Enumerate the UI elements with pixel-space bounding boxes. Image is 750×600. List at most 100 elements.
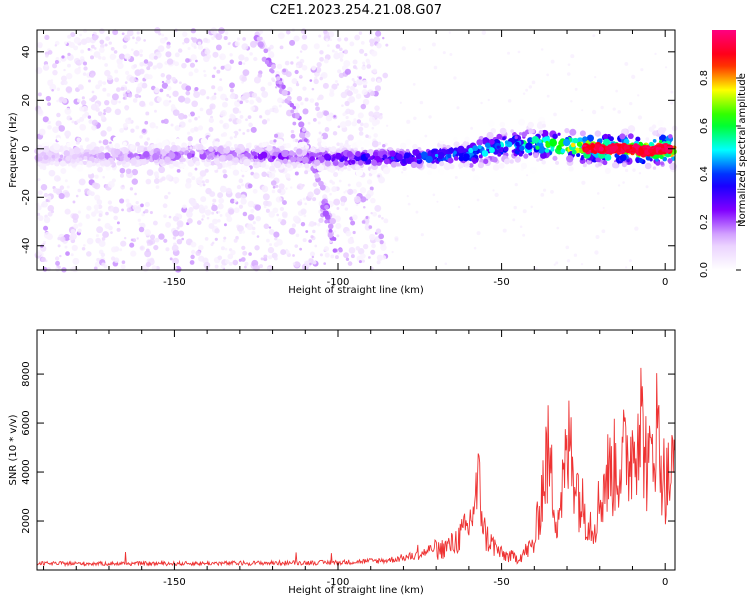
noise-point (136, 31, 140, 35)
ridge-point (497, 152, 502, 157)
noise-point (284, 60, 290, 66)
noise-point (222, 169, 227, 174)
noise-point (153, 244, 159, 251)
noise-point (38, 44, 43, 49)
noise-point (189, 62, 196, 68)
ridge-point (657, 119, 664, 127)
ridge-point (323, 153, 331, 160)
noise-point (239, 115, 244, 119)
ridge-point (288, 150, 295, 156)
noise-point (338, 179, 342, 183)
noise-point (98, 240, 106, 248)
noise-point (144, 229, 151, 236)
ridge-point (59, 160, 66, 167)
noise-point (139, 135, 143, 139)
noise-point (81, 96, 85, 100)
ridge-point (478, 154, 483, 159)
noise-point (344, 139, 350, 145)
noise-point (107, 200, 113, 205)
noise-point (256, 174, 260, 179)
noise-point (352, 59, 358, 65)
noise-point (266, 118, 270, 122)
snr-y-axis-label: SNR (10 * v/v) (8, 414, 19, 485)
ridge-point (514, 135, 518, 140)
noise-point (476, 231, 481, 236)
noise-point (63, 191, 71, 198)
ridge-point (109, 143, 114, 148)
noise-point (42, 242, 45, 246)
ridge-point (540, 152, 547, 159)
noise-point (36, 212, 41, 216)
ridge-point (381, 150, 388, 156)
ridge-point (468, 163, 474, 168)
line-point (299, 132, 306, 139)
noise-point (203, 55, 210, 63)
noise-point (161, 176, 166, 181)
ridge-point (304, 163, 310, 169)
noise-point (581, 180, 586, 185)
noise-point (250, 209, 255, 213)
ridge-point (449, 163, 455, 170)
noise-point (292, 215, 300, 223)
noise-point (203, 261, 211, 269)
noise-point (229, 113, 235, 119)
noise-point (94, 174, 99, 179)
noise-point (243, 265, 247, 269)
noise-point (163, 238, 168, 243)
ridge-point (355, 151, 361, 157)
noise-point (312, 229, 316, 234)
ridge-point (412, 143, 418, 150)
noise-point (336, 83, 340, 86)
noise-point (229, 53, 233, 57)
noise-point (46, 195, 52, 200)
ridge-point (535, 145, 540, 150)
noise-point (232, 107, 240, 114)
ridge-point (282, 158, 288, 164)
noise-point (323, 262, 327, 265)
noise-point (535, 266, 538, 270)
ridge-point (572, 137, 579, 144)
noise-point (269, 165, 276, 172)
noise-point (76, 98, 81, 103)
ridge-point (668, 134, 673, 139)
noise-point (178, 95, 186, 103)
noise-point (67, 34, 72, 39)
noise-point (145, 178, 152, 185)
ridge-point (576, 141, 583, 147)
ridge-point (545, 140, 549, 145)
noise-point (129, 242, 135, 248)
noise-point (361, 259, 365, 263)
line-point (327, 232, 333, 238)
noise-point (340, 91, 348, 99)
ridge-point (290, 156, 297, 163)
noise-point (370, 197, 376, 204)
noise-point (100, 114, 106, 119)
noise-point (280, 219, 287, 226)
noise-point (209, 103, 216, 110)
noise-point (309, 262, 312, 266)
noise-point (376, 42, 382, 49)
noise-point (81, 105, 89, 113)
noise-point (165, 51, 172, 58)
noise-point (101, 237, 106, 241)
noise-point (204, 48, 211, 55)
ridge-point (54, 158, 59, 162)
noise-point (368, 256, 371, 259)
noise-point (205, 108, 213, 116)
noise-point (250, 126, 257, 133)
noise-point (74, 67, 81, 75)
ridge-point (123, 147, 129, 154)
noise-point (269, 108, 273, 113)
noise-point (594, 250, 599, 255)
noise-point (44, 34, 50, 40)
noise-point (135, 125, 140, 130)
noise-point (209, 191, 216, 198)
noise-point (119, 128, 125, 133)
noise-point (294, 138, 299, 143)
noise-point (279, 45, 284, 50)
noise-point (617, 184, 621, 187)
ridge-point (503, 146, 509, 152)
noise-point (63, 41, 68, 45)
noise-point (381, 216, 384, 220)
